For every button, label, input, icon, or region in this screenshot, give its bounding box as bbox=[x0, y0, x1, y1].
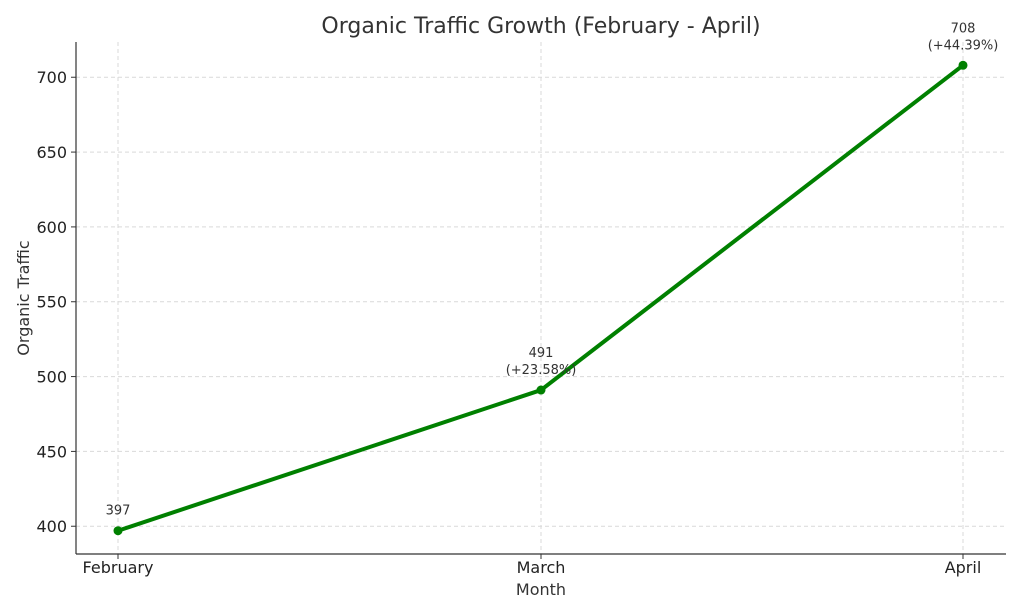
x-tick-label: April bbox=[945, 558, 982, 577]
y-tick-label: 400 bbox=[36, 517, 67, 536]
data-label: (+23.58%) bbox=[506, 363, 577, 378]
y-tick-label: 700 bbox=[36, 68, 67, 87]
data-label: 397 bbox=[106, 504, 131, 519]
x-axis-label: Month bbox=[516, 580, 566, 599]
data-label: 708 bbox=[951, 21, 976, 36]
data-labels: 397 491 (+23.58%) 708 (+44.39%) bbox=[106, 21, 999, 518]
series bbox=[113, 60, 968, 536]
y-tick-label: 450 bbox=[36, 442, 67, 461]
data-label: 491 bbox=[529, 346, 554, 361]
data-label: (+44.39%) bbox=[928, 38, 999, 53]
y-tick-label: 650 bbox=[36, 143, 67, 162]
data-point bbox=[113, 526, 123, 536]
grid bbox=[76, 42, 1006, 554]
x-tick-label: February bbox=[83, 558, 154, 577]
y-tick-label: 500 bbox=[36, 368, 67, 387]
x-tick-label: March bbox=[517, 558, 566, 577]
chart-title: Organic Traffic Growth (February - April… bbox=[321, 14, 760, 39]
y-tick-label: 600 bbox=[36, 218, 67, 237]
y-tick-label: 550 bbox=[36, 293, 67, 312]
axes: 400 450 500 550 600 650 700 February March April bbox=[36, 42, 1006, 577]
data-point bbox=[536, 385, 546, 395]
y-axis-label: Organic Traffic bbox=[14, 240, 33, 355]
data-point bbox=[958, 60, 968, 70]
